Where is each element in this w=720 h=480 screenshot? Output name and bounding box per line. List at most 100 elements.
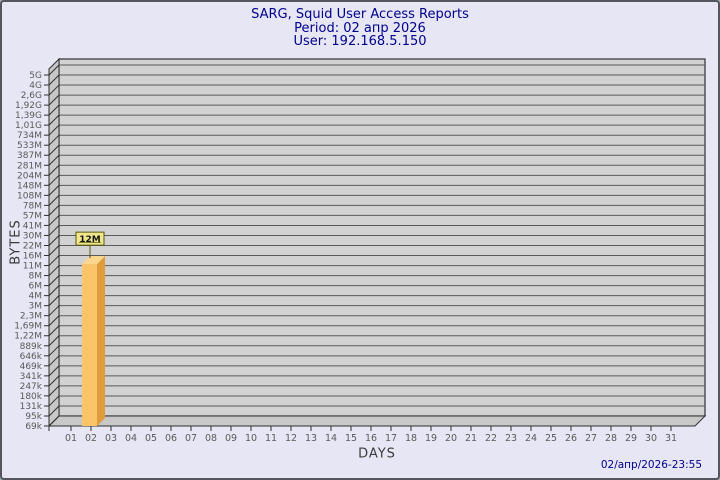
plot-back-wall — [58, 58, 706, 417]
y-tick-connector — [48, 395, 60, 407]
y-tick-connector — [48, 245, 60, 256]
y-tick-label: 387M — [17, 151, 42, 161]
y-tick-connector — [48, 305, 60, 317]
y-tick-connector — [48, 174, 60, 186]
y-tick-label: 22M — [23, 241, 42, 251]
x-tick-label: 14 — [325, 433, 337, 444]
y-tick-label: 78M — [23, 201, 42, 211]
x-tick-label: 24 — [525, 433, 537, 444]
chart-title-block: SARG, Squid User Access Reports Period: … — [2, 8, 718, 49]
y-tick-label: 108M — [17, 191, 42, 201]
y-tick-connector — [48, 164, 60, 176]
x-tick-label: 26 — [565, 433, 577, 444]
y-tick-connector — [48, 255, 60, 266]
y-tick-connector — [48, 375, 60, 387]
y-tick-connector — [48, 195, 60, 206]
x-tick-label: 23 — [505, 433, 517, 444]
y-tick-label: 646k — [20, 352, 43, 362]
x-tick-label: 18 — [405, 433, 417, 444]
y-tick-label: 148M — [17, 181, 42, 191]
y-tick-label: 41M — [23, 221, 42, 231]
x-tick-label: 11 — [265, 433, 277, 444]
x-tick-label: 17 — [385, 433, 397, 444]
x-tick-label: 01 — [65, 433, 77, 444]
x-tick-label: 09 — [225, 433, 237, 444]
y-tick-label: 95k — [25, 412, 42, 422]
y-tick-connector — [48, 114, 60, 126]
y-tick-label: 247k — [20, 382, 43, 392]
y-tick-label: 69k — [25, 422, 42, 432]
y-tick-label: 3M — [29, 302, 43, 312]
x-tick-label: 21 — [465, 433, 477, 444]
chart-period: Period: 02 апр 2026 — [294, 20, 426, 36]
chart-title: SARG, Squid User Access Reports — [251, 7, 469, 22]
x-tick-label: 12 — [285, 433, 297, 444]
y-tick-connector — [48, 104, 60, 116]
x-tick-label: 10 — [245, 433, 257, 444]
y-tick-connector — [48, 295, 60, 307]
x-tick-label: 20 — [445, 433, 457, 444]
y-tick-label: 1,92G — [15, 101, 42, 111]
y-tick-connector — [48, 355, 60, 367]
y-tick-connector — [48, 205, 60, 216]
y-tick-connector — [48, 235, 60, 246]
y-tick-label: 131k — [20, 402, 43, 412]
y-tick-connector — [48, 365, 60, 377]
x-tick-label: 19 — [425, 433, 437, 444]
y-tick-label: 1,01G — [15, 121, 42, 131]
x-tick-label: 27 — [585, 433, 597, 444]
y-tick-label: 8M — [29, 272, 43, 282]
y-tick-connector — [48, 225, 60, 236]
y-tick-label: 2,3M — [20, 312, 42, 322]
y-tick-connector — [48, 154, 60, 166]
x-tick-label: 04 — [125, 433, 137, 444]
y-tick-label: 57M — [23, 211, 42, 221]
y-tick-connector — [48, 415, 60, 427]
x-tick-label: 07 — [185, 433, 197, 444]
y-tick-connector — [48, 345, 60, 357]
x-axis-title: DAYS — [358, 446, 396, 462]
x-tick-label: 28 — [605, 433, 617, 444]
chart-user: User: 192.168.5.150 — [293, 34, 427, 49]
x-tick-label: 03 — [105, 433, 117, 444]
y-tick-connector — [48, 265, 60, 276]
y-tick-label: 4M — [29, 292, 43, 302]
y-tick-connector — [48, 144, 60, 156]
y-tick-label: 341k — [20, 372, 43, 382]
bar-top — [82, 256, 105, 265]
annotation-box — [75, 231, 105, 246]
y-tick-label: 4G — [29, 81, 42, 91]
y-tick-label: 1,69M — [14, 322, 42, 332]
y-tick-connector — [48, 74, 60, 86]
x-tick-label: 16 — [365, 433, 377, 444]
x-tick-label: 02 — [85, 433, 97, 444]
y-tick-label: 204M — [17, 171, 42, 181]
x-tick-label: 31 — [665, 433, 677, 444]
y-tick-label: 11M — [23, 262, 42, 272]
y-tick-label: 889k — [20, 342, 43, 352]
y-tick-connector — [48, 94, 60, 106]
x-tick-label: 25 — [545, 433, 557, 444]
y-tick-label: 1,22M — [14, 332, 42, 342]
x-tick-label: 30 — [645, 433, 657, 444]
x-tick-label: 05 — [145, 433, 157, 444]
y-tick-connector — [48, 335, 60, 347]
y-tick-connector — [48, 315, 60, 327]
y-tick-label: 533M — [17, 141, 42, 151]
floor-3d — [47, 415, 707, 427]
y-tick-connector — [48, 124, 60, 136]
x-tick-label: 15 — [345, 433, 357, 444]
x-tick-label: 13 — [305, 433, 317, 444]
y-tick-connector — [48, 215, 60, 226]
y-tick-connector — [48, 405, 60, 417]
y-tick-label: 2,6G — [21, 91, 42, 101]
x-tick-label: 29 — [625, 433, 637, 444]
bar-front — [82, 264, 97, 426]
y-tick-label: 469k — [20, 362, 43, 372]
y-tick-connector — [48, 275, 60, 286]
y-tick-label: 16M — [23, 252, 42, 262]
x-tick-label: 22 — [485, 433, 497, 444]
y-tick-connector — [48, 84, 60, 96]
generated-timestamp: 02/апр/2026-23:55 — [600, 459, 702, 471]
